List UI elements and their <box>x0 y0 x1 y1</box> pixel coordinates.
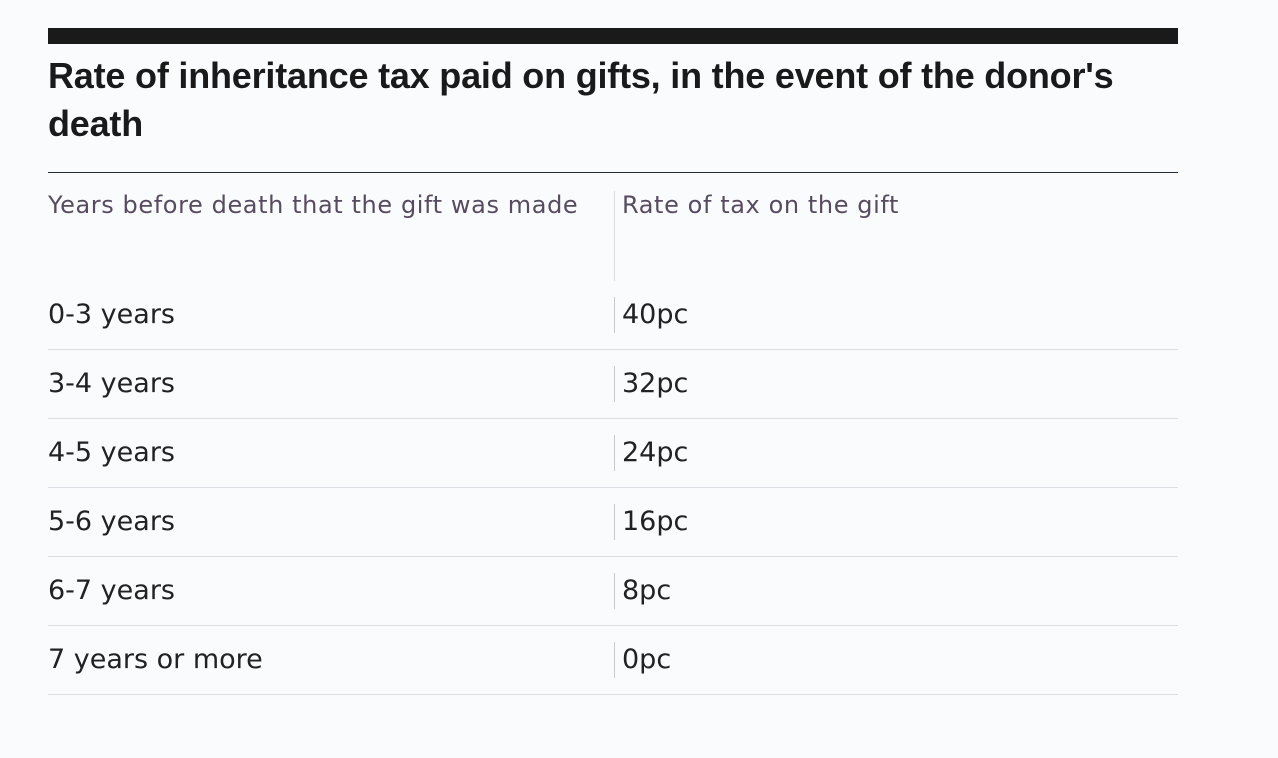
cell-rate: 16pc <box>622 506 689 537</box>
cell-years: 3-4 years <box>48 368 175 399</box>
column-header-years: Years before death that the gift was mad… <box>48 191 579 219</box>
column-header-rate: Rate of tax on the gift <box>622 191 900 219</box>
cell-years: 0-3 years <box>48 299 175 330</box>
column-divider <box>614 366 615 402</box>
cell-years: 6-7 years <box>48 575 175 606</box>
top-rule <box>48 28 1178 44</box>
cell-rate: 40pc <box>622 299 689 330</box>
table-row: 5-6 years 16pc <box>48 488 1178 557</box>
cell-rate: 32pc <box>622 368 689 399</box>
column-divider <box>614 297 615 333</box>
column-divider <box>614 504 615 540</box>
cell-rate: 24pc <box>622 437 689 468</box>
table-row: 3-4 years 32pc <box>48 350 1178 419</box>
table-body: 0-3 years 40pc 3-4 years 32pc 4-5 years 24pc 5… <box>48 281 1178 695</box>
table-header: Years before death that the gift was mad… <box>48 173 1178 281</box>
chart-title: Rate of inheritance tax paid on gifts, i… <box>48 55 1114 144</box>
column-divider <box>614 642 615 678</box>
cell-years: 7 years or more <box>48 644 263 675</box>
cell-rate: 0pc <box>622 644 672 675</box>
table-row: 6-7 years 8pc <box>48 557 1178 626</box>
column-divider <box>614 573 615 609</box>
column-divider <box>614 435 615 471</box>
table-row: 0-3 years 40pc <box>48 281 1178 350</box>
tax-rate-table: Years before death that the gift was mad… <box>48 172 1178 695</box>
column-divider <box>614 191 615 281</box>
cell-rate: 8pc <box>622 575 672 606</box>
cell-years: 4-5 years <box>48 437 175 468</box>
cell-years: 5-6 years <box>48 506 175 537</box>
table-row: 7 years or more 0pc <box>48 626 1178 695</box>
table-row: 4-5 years 24pc <box>48 419 1178 488</box>
